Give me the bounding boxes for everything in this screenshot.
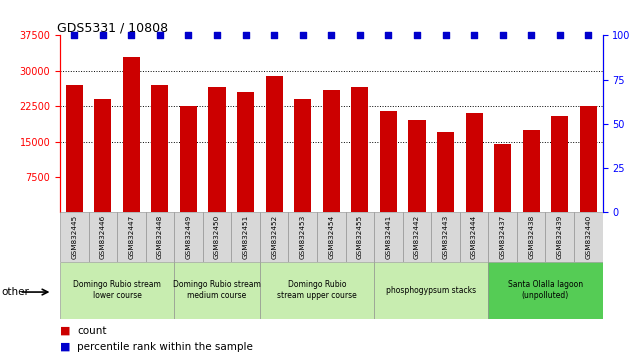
Point: [583, 33, 593, 38]
Point: [412, 33, 422, 38]
Point: [440, 33, 451, 38]
Bar: [346, 212, 374, 262]
Point: [298, 33, 308, 38]
Bar: [317, 212, 346, 262]
Point: [326, 33, 336, 38]
Point: [155, 33, 165, 38]
Point: [240, 33, 251, 38]
Text: count: count: [77, 326, 107, 336]
Text: GDS5331 / 10808: GDS5331 / 10808: [57, 21, 168, 34]
Text: phosphogypsum stacks: phosphogypsum stacks: [386, 286, 476, 295]
Point: [355, 33, 365, 38]
Bar: [403, 212, 431, 262]
Point: [212, 33, 222, 38]
Bar: [288, 212, 317, 262]
Text: percentile rank within the sample: percentile rank within the sample: [77, 342, 253, 352]
Point: [269, 33, 279, 38]
Bar: [117, 212, 146, 262]
Bar: [66, 85, 83, 212]
Bar: [437, 132, 454, 212]
Text: GSM832451: GSM832451: [242, 215, 249, 259]
Bar: [322, 90, 340, 212]
Bar: [374, 212, 403, 262]
Text: ■: ■: [60, 326, 71, 336]
Bar: [351, 87, 369, 212]
Text: GSM832445: GSM832445: [71, 215, 77, 259]
Point: [98, 33, 108, 38]
Text: Domingo Rubio stream
lower course: Domingo Rubio stream lower course: [73, 280, 161, 300]
Bar: [146, 212, 174, 262]
Text: GSM832455: GSM832455: [357, 215, 363, 259]
Text: GSM832453: GSM832453: [300, 215, 305, 259]
Bar: [260, 212, 288, 262]
Bar: [180, 106, 197, 212]
Bar: [203, 212, 232, 262]
Text: GSM832446: GSM832446: [100, 215, 106, 259]
Bar: [94, 99, 111, 212]
Text: Domingo Rubio
stream upper course: Domingo Rubio stream upper course: [277, 280, 357, 300]
Bar: [460, 212, 488, 262]
Bar: [208, 87, 226, 212]
Bar: [88, 212, 117, 262]
Text: GSM832444: GSM832444: [471, 215, 477, 259]
Bar: [380, 111, 397, 212]
Text: GSM832438: GSM832438: [528, 215, 534, 259]
Point: [526, 33, 536, 38]
Point: [498, 33, 508, 38]
Text: GSM832447: GSM832447: [128, 215, 134, 259]
Bar: [151, 85, 168, 212]
Bar: [260, 262, 374, 319]
Bar: [494, 144, 511, 212]
Text: Domingo Rubio stream
medium course: Domingo Rubio stream medium course: [173, 280, 261, 300]
Bar: [174, 262, 260, 319]
Text: GSM832437: GSM832437: [500, 215, 505, 259]
Bar: [466, 113, 483, 212]
Text: GSM832441: GSM832441: [386, 215, 391, 259]
Text: ■: ■: [60, 342, 71, 352]
Bar: [522, 130, 540, 212]
Bar: [374, 262, 488, 319]
Bar: [488, 262, 603, 319]
Bar: [266, 75, 283, 212]
Bar: [174, 212, 203, 262]
Text: GSM832454: GSM832454: [328, 215, 334, 259]
Bar: [60, 212, 88, 262]
Bar: [60, 262, 174, 319]
Point: [69, 33, 80, 38]
Text: GSM832449: GSM832449: [186, 215, 191, 259]
Point: [555, 33, 565, 38]
Bar: [294, 99, 311, 212]
Bar: [580, 106, 597, 212]
Bar: [232, 212, 260, 262]
Bar: [237, 92, 254, 212]
Bar: [431, 212, 460, 262]
Bar: [123, 57, 140, 212]
Text: Santa Olalla lagoon
(unpolluted): Santa Olalla lagoon (unpolluted): [508, 280, 583, 300]
Text: GSM832442: GSM832442: [414, 215, 420, 259]
Bar: [408, 120, 425, 212]
Text: GSM832452: GSM832452: [271, 215, 277, 259]
Text: GSM832443: GSM832443: [442, 215, 449, 259]
Bar: [551, 116, 569, 212]
Bar: [545, 212, 574, 262]
Bar: [488, 212, 517, 262]
Text: GSM832439: GSM832439: [557, 215, 563, 259]
Text: GSM832440: GSM832440: [586, 215, 591, 259]
Point: [126, 33, 136, 38]
Point: [469, 33, 479, 38]
Point: [384, 33, 394, 38]
Bar: [574, 212, 603, 262]
Bar: [517, 212, 545, 262]
Text: GSM832450: GSM832450: [214, 215, 220, 259]
Point: [184, 33, 194, 38]
Text: other: other: [1, 287, 29, 297]
Text: GSM832448: GSM832448: [157, 215, 163, 259]
